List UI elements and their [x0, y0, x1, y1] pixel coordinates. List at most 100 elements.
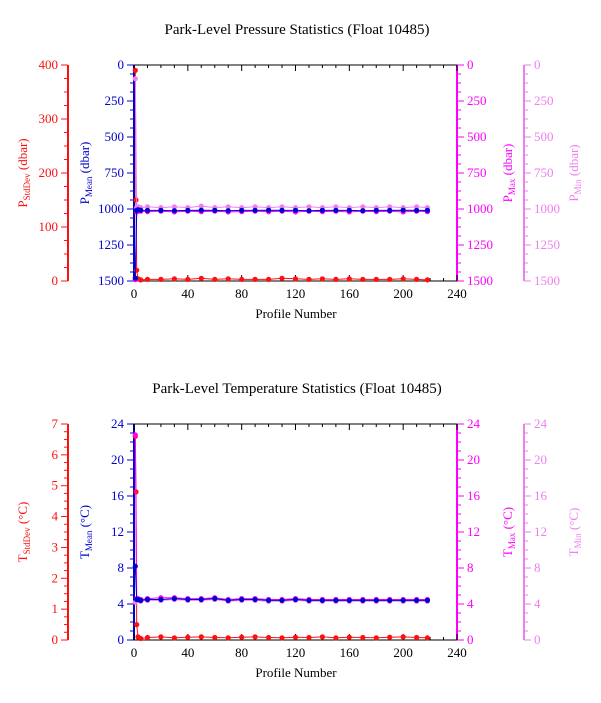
- min-tick-label: 0: [534, 632, 541, 647]
- stddev-data-point: [346, 634, 352, 640]
- min-series-line: [134, 78, 428, 209]
- max-tick-label: 500: [467, 129, 487, 144]
- stddev-series-line: [134, 436, 428, 640]
- mean-data-point: [373, 207, 379, 213]
- min-tick-label: 0: [534, 57, 541, 72]
- mean-data-point: [306, 597, 312, 604]
- min-data-point: [414, 204, 420, 210]
- min-data-point: [252, 204, 258, 210]
- x-tick-label: 160: [340, 286, 360, 301]
- x-tick-label: 240: [447, 286, 467, 301]
- mean-data-point: [198, 596, 204, 603]
- mean-tick-label: 0: [118, 57, 125, 72]
- x-tick-label: 200: [393, 286, 413, 301]
- stddev-data-point: [360, 634, 366, 641]
- mean-data-point: [185, 596, 191, 603]
- mean-tick-label: 250: [105, 93, 125, 108]
- mean-data-point: [239, 596, 245, 603]
- max-tick-label: 4: [467, 596, 474, 611]
- max-tick-label: 20: [467, 452, 480, 467]
- mean-axis-label: TMean (°C): [77, 505, 94, 559]
- x-tick-label: 40: [181, 645, 194, 660]
- stddev-data-point: [373, 276, 379, 282]
- stddev-data-point: [319, 276, 325, 282]
- mean-data-point: [132, 563, 138, 569]
- mean-tick-label: 24: [111, 416, 125, 431]
- mean-tick-label: 750: [105, 165, 125, 180]
- min-tick-label: 250: [534, 93, 554, 108]
- stddev-data-point: [185, 634, 191, 640]
- min-tick-label: 500: [534, 129, 554, 144]
- min-tick-label: 12: [534, 524, 547, 539]
- x-tick-label: 240: [447, 645, 467, 660]
- max-axis-label: PMax (dbar): [500, 144, 517, 203]
- stddev-data-point: [333, 276, 339, 282]
- min-data-point: [360, 204, 366, 210]
- temperature-chart: Park-Level Temperature Statistics (Float…: [15, 381, 583, 680]
- stddev-data-point: [252, 276, 258, 282]
- stddev-data-point: [171, 635, 177, 641]
- mean-data-point: [132, 275, 138, 281]
- mean-tick-label: 1250: [98, 237, 124, 252]
- stddev-data-point: [138, 277, 144, 283]
- mean-data-point: [252, 596, 258, 603]
- pressure-chart: Park-Level Pressure Statistics (Float 10…: [15, 22, 583, 321]
- stddev-data-point: [279, 635, 285, 641]
- min-tick-label: 750: [534, 165, 554, 180]
- stddev-data-point: [360, 276, 366, 282]
- stddev-data-point: [319, 634, 325, 640]
- min-data-point: [279, 204, 285, 210]
- x-tick-label: 120: [286, 286, 306, 301]
- mean-data-point: [306, 208, 312, 214]
- stddev-data-point: [225, 276, 231, 282]
- min-tick-label: 1500: [534, 273, 560, 288]
- mean-data-point: [387, 597, 393, 604]
- mean-tick-label: 500: [105, 129, 125, 144]
- stddev-tick-label: 3: [52, 539, 59, 554]
- mean-data-point: [360, 208, 366, 214]
- mean-data-point: [292, 596, 299, 603]
- max-tick-label: 24: [467, 416, 481, 431]
- mean-data-point: [414, 597, 420, 604]
- stddev-data-point: [266, 276, 272, 282]
- stddev-data-point: [198, 634, 204, 640]
- max-tick-label: 16: [467, 488, 481, 503]
- min-data-point: [132, 76, 138, 82]
- mean-tick-label: 20: [111, 452, 124, 467]
- max-tick-label: 1500: [467, 273, 493, 288]
- mean-data-point: [225, 208, 231, 214]
- mean-axis-label: PMean (dbar): [77, 142, 94, 205]
- stddev-data-point: [400, 634, 406, 640]
- x-tick-label: 80: [235, 645, 248, 660]
- stddev-tick-label: 100: [39, 219, 59, 234]
- stddev-data-point: [212, 634, 218, 641]
- stddev-data-point: [132, 67, 138, 73]
- x-tick-label: 200: [393, 645, 413, 660]
- stddev-tick-label: 300: [39, 111, 59, 126]
- stddev-data-point: [252, 634, 258, 640]
- x-tick-label: 120: [286, 645, 306, 660]
- max-tick-label: 0: [467, 632, 474, 647]
- min-tick-label: 24: [534, 416, 548, 431]
- mean-series-line: [134, 209, 428, 279]
- min-tick-label: 8: [534, 560, 541, 575]
- stddev-data-point: [239, 634, 245, 640]
- mean-data-point: [212, 207, 218, 213]
- mean-data-point: [346, 597, 352, 604]
- x-tick-label: 0: [131, 286, 138, 301]
- stddev-data-point: [225, 635, 231, 641]
- max-tick-label: 8: [467, 560, 474, 575]
- mean-data-point: [333, 597, 339, 604]
- mean-tick-label: 1000: [98, 201, 124, 216]
- stddev-data-point: [387, 276, 393, 282]
- stddev-data-point: [239, 276, 245, 282]
- max-tick-label: 0: [467, 57, 474, 72]
- mean-data-point: [171, 596, 177, 602]
- mean-data-point: [138, 597, 144, 604]
- max-data-point: [132, 432, 138, 438]
- mean-data-point: [239, 207, 245, 213]
- stddev-data-point: [400, 276, 406, 282]
- min-axis-label: TMin (°C): [566, 508, 583, 557]
- mean-data-point: [279, 597, 285, 604]
- mean-data-point: [171, 208, 177, 214]
